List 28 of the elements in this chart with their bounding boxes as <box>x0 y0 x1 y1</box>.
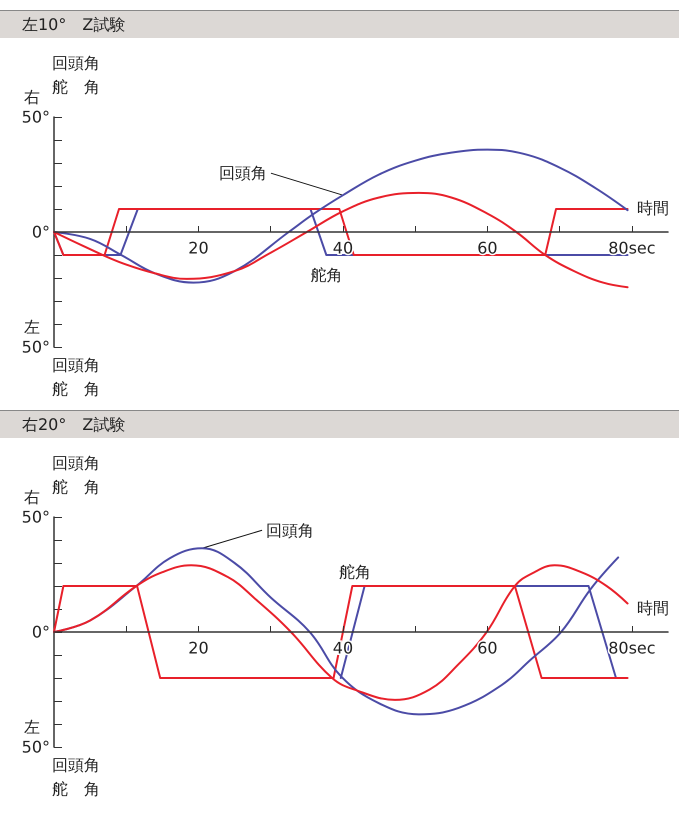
text: 回頭角舵 角 <box>52 54 100 96</box>
chart-title: 右20° Z試験 <box>0 410 679 438</box>
x-tick-label: 60 <box>477 638 498 658</box>
text: 回頭角舵 角 <box>52 454 100 496</box>
chart-title: 左10° Z試験 <box>0 10 679 38</box>
x-axis-title: 時間 <box>637 598 669 618</box>
x-tick-label: 20 <box>188 238 209 258</box>
x-tick-label: 80sec <box>608 638 656 658</box>
annotation: 回頭角 <box>218 164 267 183</box>
y-tick-label: 50° <box>22 338 50 356</box>
text: 回頭角舵 角 <box>52 356 100 398</box>
text: 左 <box>24 718 40 736</box>
text: 左 <box>24 318 40 336</box>
annotation: 舵角 <box>310 266 342 284</box>
y-tick-label: 50° <box>22 108 50 126</box>
x-tick-label: 20 <box>188 638 209 658</box>
y-tick-label: 50° <box>22 508 50 526</box>
y-tick-label: 50° <box>22 738 50 756</box>
annotation: 回頭角 <box>266 520 314 540</box>
y-tick-label: 0° <box>32 622 50 642</box>
annotation: 舵角 <box>339 562 372 582</box>
x-axis-title: 時間 <box>637 198 669 218</box>
x-tick-label: 60 <box>477 238 498 258</box>
y-tick-label: 0° <box>32 222 50 242</box>
x-tick-label: 80sec <box>608 238 656 258</box>
text: 右 <box>24 488 40 506</box>
text: 回頭角舵 角 <box>52 756 100 798</box>
text: 右 <box>24 88 40 106</box>
